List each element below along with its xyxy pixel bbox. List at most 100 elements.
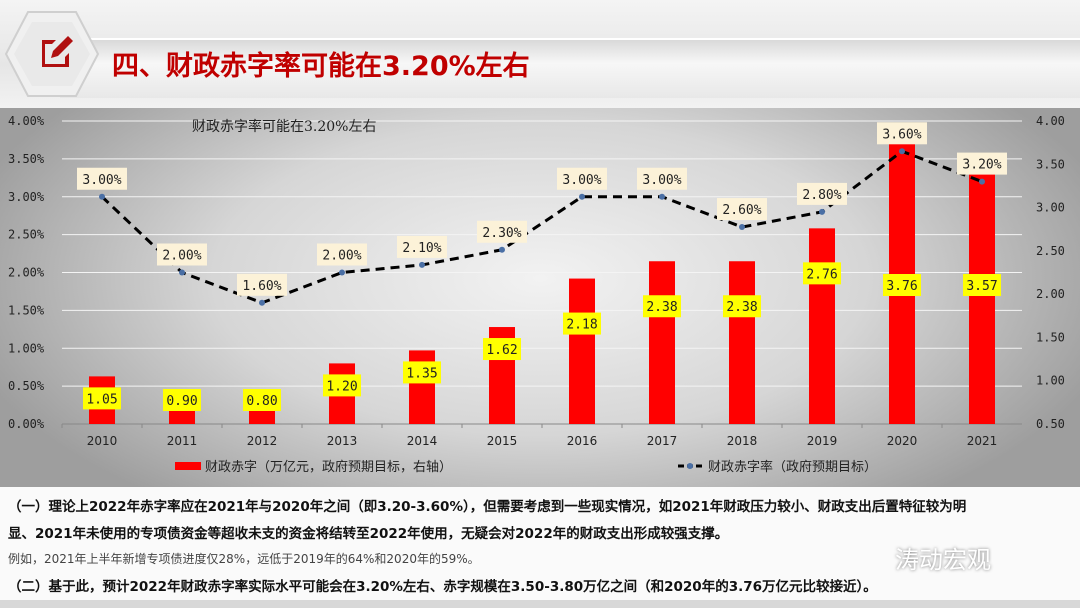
line-point-2018 — [739, 224, 745, 231]
legend-bar-swatch — [175, 462, 201, 470]
line-data-label-bg — [797, 182, 847, 205]
line-data-label-bg — [557, 167, 607, 190]
bar-2016 — [569, 278, 595, 424]
bar-data-label-bg — [563, 312, 601, 335]
line-point-2013 — [339, 269, 345, 276]
x-axis-label: 2021 — [967, 434, 998, 448]
footer-bar — [0, 600, 1080, 608]
line-point-2012 — [259, 299, 265, 306]
bar-data-label-bg — [83, 387, 121, 410]
bar-data-label-bg — [243, 389, 281, 411]
left-axis-tick: 4.00% — [8, 114, 45, 128]
x-axis-label: 2012 — [247, 434, 278, 448]
line-data-label: 2.60% — [722, 203, 761, 218]
line-data-label: 3.00% — [82, 173, 121, 188]
left-axis-tick: 3.50% — [8, 152, 45, 166]
line-data-label: 1.60% — [242, 279, 281, 294]
line-point-2014 — [419, 261, 425, 268]
bar-data-label-bg — [963, 274, 1001, 296]
line-point-2011 — [179, 269, 185, 276]
line-data-label: 2.80% — [802, 188, 841, 203]
line-point-2019 — [819, 208, 825, 215]
bar-2018 — [729, 261, 755, 424]
paragraph-1a: （一）理论上2022年赤字率应在2021年与2020年之间（即3.20-3.60… — [8, 499, 967, 515]
bar-data-label: 0.80 — [246, 394, 277, 409]
line-data-label-bg — [957, 152, 1007, 175]
left-axis-tick: 1.50% — [8, 303, 45, 317]
line-data-label-bg — [397, 235, 447, 258]
x-axis-label: 2019 — [807, 434, 838, 448]
x-axis-label: 2011 — [167, 434, 198, 448]
paragraph-1b: 显、2021年未使用的专项债资金等超收未支的资金将结转至2022年使用，无疑会对… — [8, 526, 729, 542]
edit-document-icon — [4, 11, 100, 97]
line-data-label: 3.60% — [882, 127, 921, 142]
page-title: 四、财政赤字率可能在3.20%左右 — [112, 51, 530, 82]
line-data-label-bg — [77, 167, 127, 190]
bar-data-label: 1.20 — [326, 379, 357, 394]
right-axis-tick: 3.50 — [1036, 157, 1065, 171]
bar-data-label: 3.76 — [886, 279, 917, 294]
left-axis-tick: 0.50% — [8, 379, 45, 393]
bar-data-label-bg — [163, 389, 201, 411]
line-data-label: 2.30% — [482, 226, 521, 241]
line-point-2010 — [99, 193, 105, 200]
line-data-label-bg — [877, 122, 927, 145]
x-axis-label: 2020 — [887, 434, 918, 448]
line-point-2020 — [899, 148, 905, 155]
line-point-2016 — [579, 193, 585, 200]
slide-header: 四、财政赤字率可能在3.20%左右 — [0, 0, 1080, 108]
right-axis-tick: 4.00 — [1036, 114, 1065, 128]
deficit-rate-line — [100, 149, 983, 305]
left-axis-tick: 1.00% — [8, 341, 45, 355]
text-area: （一）理论上2022年赤字率应在2021年与2020年之间（即3.20-3.60… — [0, 487, 1080, 600]
line-data-label: 2.00% — [162, 249, 201, 264]
line-data-label-bg — [237, 273, 287, 296]
right-axis-tick: 1.00 — [1036, 374, 1065, 388]
right-axis-tick: 2.00 — [1036, 287, 1065, 301]
bar-data-label-bg — [323, 374, 361, 397]
left-axis-tick: 0.00% — [8, 417, 45, 431]
right-axis-tick: 3.00 — [1036, 201, 1065, 215]
watermark: 涛动宏观 — [895, 546, 991, 574]
line-data-label-bg — [477, 220, 527, 243]
line-data-label: 2.00% — [322, 249, 361, 264]
left-axis-tick: 2.50% — [8, 228, 45, 242]
bar-data-label: 2.38 — [726, 300, 757, 315]
legend-line-marker — [687, 463, 693, 469]
line-data-label: 3.20% — [962, 158, 1001, 173]
title-band — [60, 38, 1080, 98]
legend-line-label: 财政赤字率（政府预期目标） — [708, 459, 877, 475]
line-data-label-bg — [157, 243, 207, 266]
bar-data-label-bg — [483, 338, 521, 361]
legend-bar-label: 财政赤字（万亿元，政府预期目标，右轴） — [205, 460, 452, 475]
left-axis-tick: 3.00% — [8, 190, 45, 204]
paragraph-3: （二）基于此，预计2022年财政赤字率实际水平可能会在3.20%左右、赤字规模在… — [8, 579, 877, 595]
x-axis-label: 2010 — [87, 434, 118, 448]
line-point-2017 — [659, 193, 665, 200]
bar-data-label: 1.62 — [486, 343, 517, 358]
line-data-label: 3.00% — [562, 173, 601, 188]
line-point-2015 — [499, 246, 505, 253]
bar-data-label-bg — [803, 262, 841, 285]
x-axis-label: 2018 — [727, 434, 758, 448]
line-data-label-bg — [637, 167, 687, 190]
bar-data-label-bg — [403, 361, 441, 384]
x-axis-label: 2016 — [567, 434, 598, 448]
line-data-label-bg — [317, 243, 367, 266]
chart-title: 财政赤字率可能在3.20%左右 — [192, 118, 376, 135]
x-axis-label: 2013 — [327, 434, 358, 448]
bar-2019 — [809, 228, 835, 424]
x-axis-label: 2015 — [487, 434, 518, 448]
right-axis-tick: 0.50 — [1036, 417, 1065, 431]
line-data-label-bg — [717, 198, 767, 221]
bar-data-label: 2.38 — [646, 300, 677, 315]
right-axis-tick: 2.50 — [1036, 244, 1065, 258]
right-axis-tick: 1.50 — [1036, 330, 1065, 344]
x-axis-label: 2014 — [407, 434, 438, 448]
paragraph-2: 例如，2021年上半年新增专项债进度仅28%，远低于2019年的64%和2020… — [8, 552, 480, 566]
bar-data-label: 2.76 — [806, 267, 837, 282]
bar-data-label: 2.18 — [566, 318, 597, 333]
bar-2017 — [649, 261, 675, 424]
line-data-label: 3.00% — [642, 173, 681, 188]
